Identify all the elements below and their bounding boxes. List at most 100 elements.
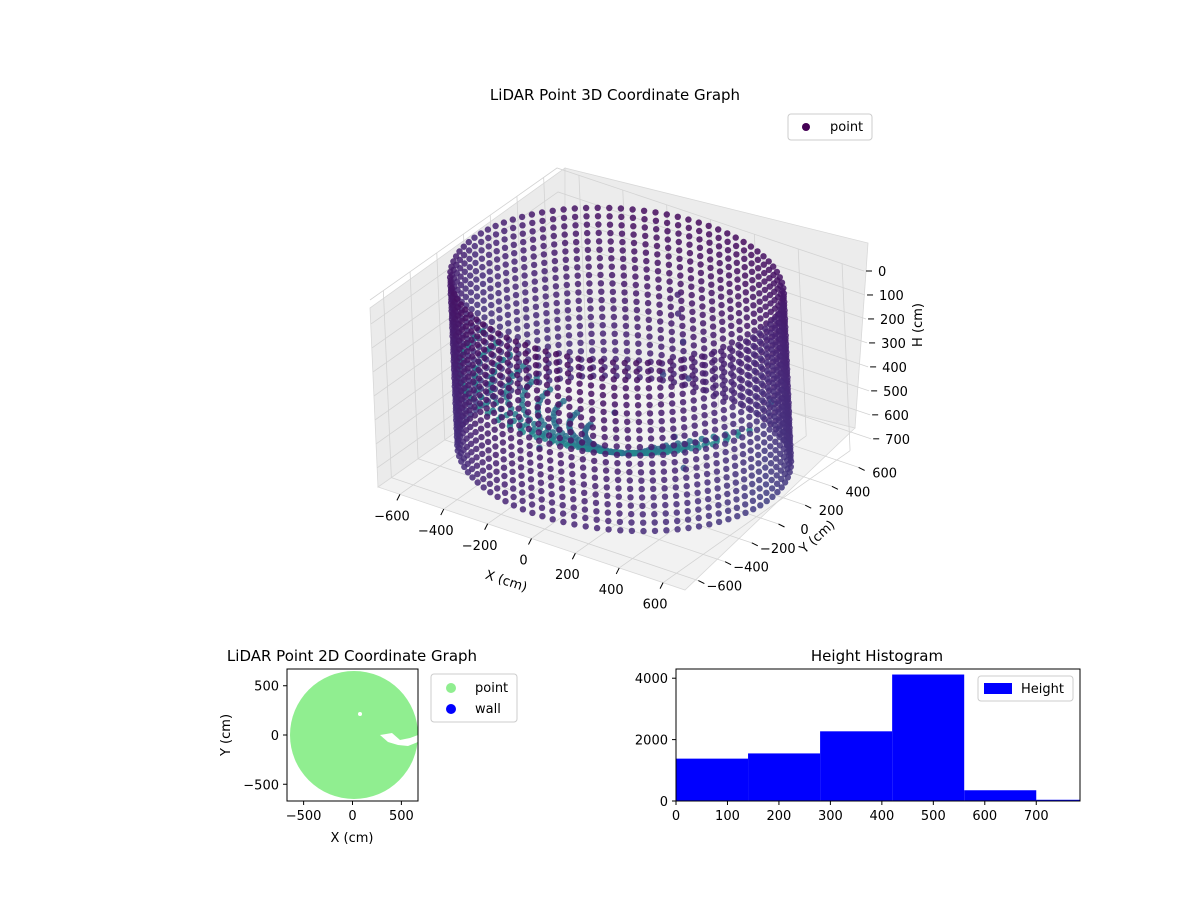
point-3d [474, 333, 481, 340]
point-3d [575, 297, 582, 304]
point-3d [703, 470, 711, 478]
point-3d [493, 476, 500, 484]
point-3d [586, 297, 594, 304]
point-3d [563, 281, 570, 289]
point-3d [633, 298, 640, 305]
point-3d [554, 392, 562, 400]
point-3d [657, 326, 664, 334]
point-3d [758, 380, 765, 387]
point-3d [492, 451, 499, 459]
point-3d [714, 493, 722, 500]
point-3d [591, 457, 598, 465]
point-3d [570, 512, 578, 520]
point-3d [591, 466, 598, 473]
point-3d [496, 306, 503, 314]
point-3d [719, 318, 726, 325]
point-3d [646, 333, 653, 340]
point-3d [497, 397, 505, 404]
point-3d [596, 254, 603, 262]
point-3d [732, 242, 740, 250]
point-3d [771, 421, 778, 429]
point-3d [631, 256, 638, 263]
point-3d [679, 382, 686, 389]
point-3d [661, 485, 668, 492]
point-3d [541, 259, 548, 266]
point-3d [645, 368, 652, 375]
point-3d [750, 506, 757, 513]
point-3d [617, 527, 624, 534]
point-3d [498, 405, 505, 413]
point-3d [484, 430, 491, 437]
point-3d [541, 276, 549, 283]
point-3d [467, 319, 475, 327]
point-3d [468, 336, 475, 343]
point-3d [623, 348, 631, 355]
point-3d [696, 244, 704, 251]
point-3d [657, 384, 664, 391]
point-3d [450, 258, 457, 265]
point-3d [768, 346, 775, 353]
point-3d [777, 306, 784, 313]
point-3d [598, 366, 605, 374]
point-3d [529, 509, 536, 517]
point-3d [749, 334, 757, 341]
z-tick-label-3d: 700 [885, 433, 910, 448]
point-3d [557, 460, 565, 467]
point-3d [588, 330, 595, 337]
point-3d [757, 346, 764, 354]
point-3d [588, 399, 595, 406]
point-3d [543, 381, 551, 389]
point-3d [720, 406, 727, 414]
point-3d [575, 355, 582, 362]
point-3d [715, 510, 722, 517]
point-3d [499, 422, 506, 429]
point-3d [568, 454, 575, 461]
point-3d [509, 468, 516, 475]
point-3d [709, 367, 716, 375]
point-3d [474, 479, 481, 486]
point-3d [487, 293, 494, 300]
point-3d [474, 350, 482, 357]
point-3d [604, 509, 612, 516]
point-3d [566, 403, 573, 411]
point-3d [708, 281, 715, 288]
point-3d [590, 440, 597, 448]
point-3d [763, 489, 770, 496]
point-3d [477, 425, 485, 432]
point-3d [767, 443, 774, 450]
point-3d [546, 440, 553, 447]
point-3d [527, 467, 534, 475]
point-3d [598, 296, 605, 304]
point-3d [575, 306, 583, 313]
point-3d [529, 236, 537, 243]
point-3d [471, 412, 479, 419]
point-3d [482, 379, 489, 387]
point-3d [773, 480, 781, 487]
point-3d [586, 280, 593, 287]
point-3d [513, 300, 520, 307]
point-3d [765, 258, 772, 265]
point-3d [577, 331, 584, 338]
point-3d [686, 249, 694, 257]
point-3d [620, 264, 627, 271]
point-3d [515, 413, 523, 421]
point-3d [611, 392, 618, 400]
point-3d [487, 342, 495, 349]
point-3d [652, 209, 659, 216]
point-3d [618, 213, 625, 221]
point-3d [713, 468, 721, 475]
point-3d [710, 392, 717, 400]
point-3d [479, 459, 486, 466]
point-3d [585, 271, 593, 279]
grid-line [409, 271, 419, 459]
point-3d [581, 489, 588, 496]
point-3d [777, 467, 785, 474]
y-tick-3d [804, 504, 812, 509]
point-3d [734, 276, 741, 283]
point-3d [503, 286, 510, 293]
point-3d [690, 405, 698, 413]
axes-frame-hist [675, 668, 1081, 802]
point-3d [599, 322, 606, 329]
point-3d [762, 311, 770, 319]
point-3d [750, 302, 757, 309]
